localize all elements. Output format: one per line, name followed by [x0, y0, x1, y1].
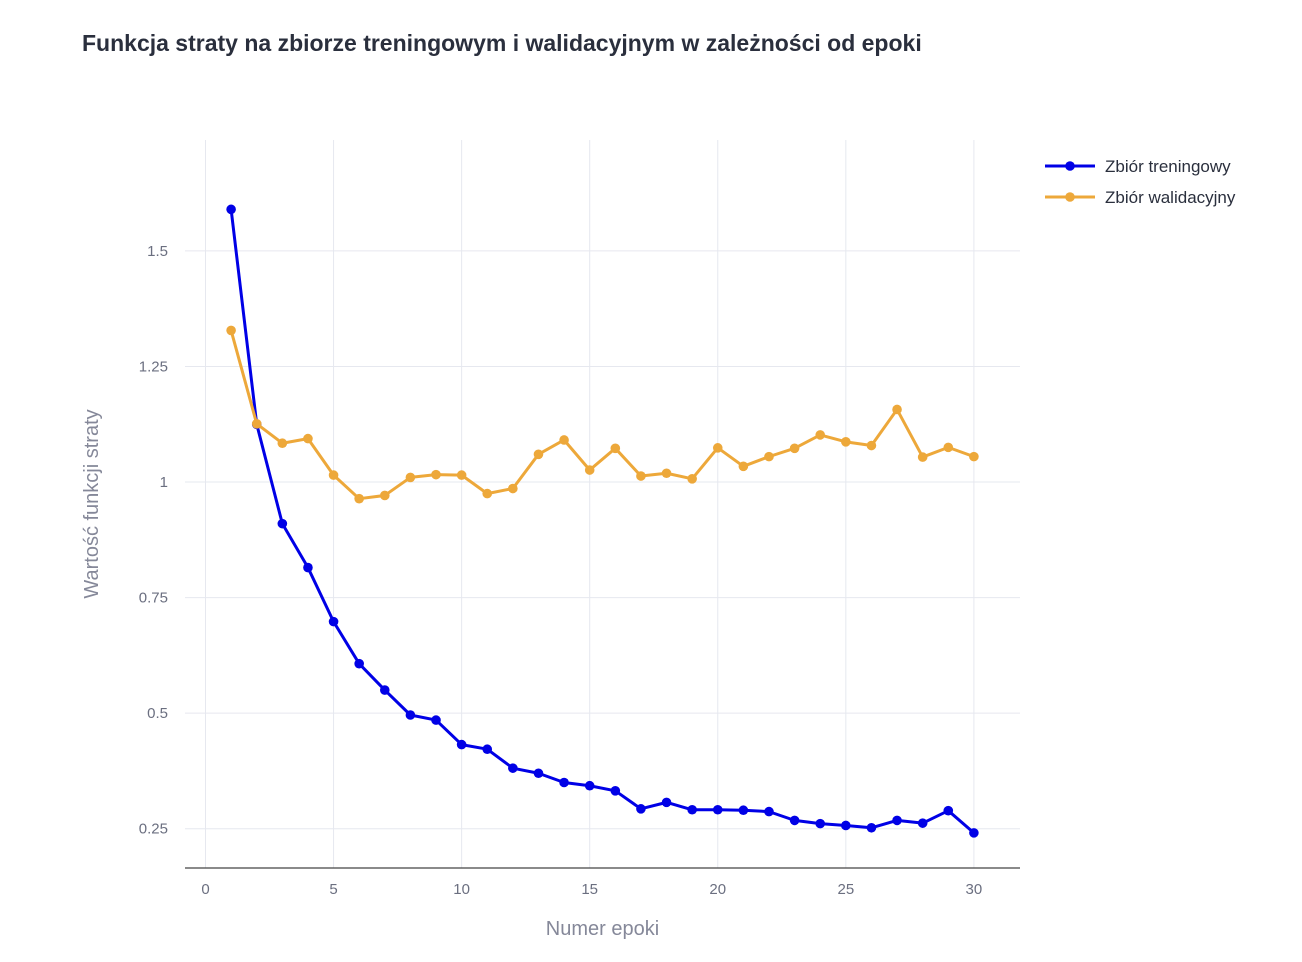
data-point[interactable] [584, 780, 595, 791]
grid [185, 140, 1020, 868]
data-point[interactable] [636, 471, 646, 481]
data-point[interactable] [303, 562, 313, 573]
data-point[interactable] [892, 404, 902, 415]
data-point[interactable] [815, 430, 826, 440]
series-line [229, 330, 975, 501]
data-point[interactable] [764, 451, 774, 462]
data-point[interactable] [456, 739, 467, 750]
data-point[interactable] [379, 490, 390, 501]
series-line [229, 209, 975, 835]
x-tick-label: 0 [201, 881, 209, 898]
data-point[interactable] [456, 470, 467, 480]
data-point[interactable] [431, 715, 441, 725]
data-point[interactable] [226, 204, 236, 215]
data-point[interactable] [687, 474, 697, 484]
legend-item-2[interactable]: Zbiór walidacyjny [1045, 188, 1236, 207]
y-axis-ticks: 0.25 0.5 0.75 1 1.25 1.5 [139, 243, 168, 838]
legend-item-1[interactable]: Zbiór treningowy [1045, 157, 1231, 176]
data-point[interactable] [328, 470, 339, 480]
y-tick-label: 1 [160, 474, 168, 491]
data-point[interactable] [866, 440, 877, 451]
x-tick-label: 15 [581, 881, 598, 898]
data-point[interactable] [303, 433, 313, 444]
data-point[interactable] [559, 777, 569, 788]
data-point[interactable] [610, 786, 621, 796]
data-point[interactable] [508, 483, 518, 494]
x-tick-label: 30 [966, 881, 983, 898]
data-point[interactable] [533, 449, 544, 460]
chart-title: Funkcja straty na zbiorze treningowym i … [82, 30, 922, 56]
data-point[interactable] [943, 805, 954, 816]
y-tick-label: 1.5 [147, 243, 168, 260]
data-point[interactable] [354, 658, 364, 669]
x-axis-title: Numer epoki [546, 918, 659, 940]
data-point[interactable] [328, 616, 339, 627]
data-point[interactable] [917, 818, 928, 828]
data-point[interactable] [431, 469, 441, 480]
data-point[interactable] [789, 443, 800, 454]
data-point[interactable] [789, 815, 800, 826]
data-point[interactable] [661, 468, 672, 479]
data-point[interactable] [277, 438, 288, 449]
y-tick-label: 0.25 [139, 821, 168, 838]
legend-label: Zbiór treningowy [1105, 157, 1231, 176]
data-point[interactable] [815, 818, 826, 829]
data-point[interactable] [738, 805, 749, 816]
data-point[interactable] [584, 465, 595, 475]
data-point[interactable] [866, 822, 877, 833]
data-point[interactable] [841, 820, 851, 831]
x-tick-label: 25 [837, 881, 854, 898]
data-point[interactable] [610, 443, 621, 454]
data-point[interactable] [764, 806, 774, 817]
x-tick-label: 5 [329, 881, 337, 898]
series-1 [226, 204, 979, 838]
data-point[interactable] [482, 744, 493, 755]
x-tick-label: 20 [709, 881, 726, 898]
x-axis-ticks: 0 5 10 15 20 25 30 [201, 881, 982, 898]
legend-marker [1065, 192, 1075, 202]
data-point[interactable] [251, 419, 262, 429]
y-tick-label: 0.5 [147, 705, 168, 722]
data-point[interactable] [841, 437, 851, 447]
data-point[interactable] [405, 472, 416, 483]
x-tick-label: 10 [453, 881, 470, 898]
data-point[interactable] [969, 828, 979, 838]
data-point[interactable] [559, 435, 569, 445]
y-tick-label: 1.25 [139, 358, 168, 375]
data-point[interactable] [636, 804, 646, 814]
data-point[interactable] [917, 452, 928, 462]
data-point[interactable] [405, 710, 416, 720]
data-point[interactable] [943, 442, 954, 453]
data-point[interactable] [687, 804, 697, 815]
y-axis-title: Wartość funkcji straty [81, 409, 103, 598]
data-point[interactable] [712, 804, 723, 815]
series-layer [226, 204, 979, 838]
data-point[interactable] [277, 518, 288, 529]
data-point[interactable] [379, 685, 390, 695]
data-point[interactable] [354, 493, 364, 504]
series-2 [226, 325, 979, 504]
y-tick-label: 0.75 [139, 590, 168, 607]
data-point[interactable] [226, 325, 236, 336]
data-point[interactable] [508, 763, 518, 773]
data-point[interactable] [533, 768, 544, 779]
data-point[interactable] [892, 815, 902, 826]
legend: Zbiór treningowy Zbiór walidacyjny [1045, 157, 1236, 207]
data-point[interactable] [661, 797, 672, 808]
legend-marker [1065, 161, 1075, 171]
data-point[interactable] [712, 443, 723, 453]
data-point[interactable] [738, 461, 749, 472]
data-point[interactable] [969, 451, 979, 462]
data-point[interactable] [482, 488, 493, 499]
legend-label: Zbiór walidacyjny [1105, 188, 1236, 207]
